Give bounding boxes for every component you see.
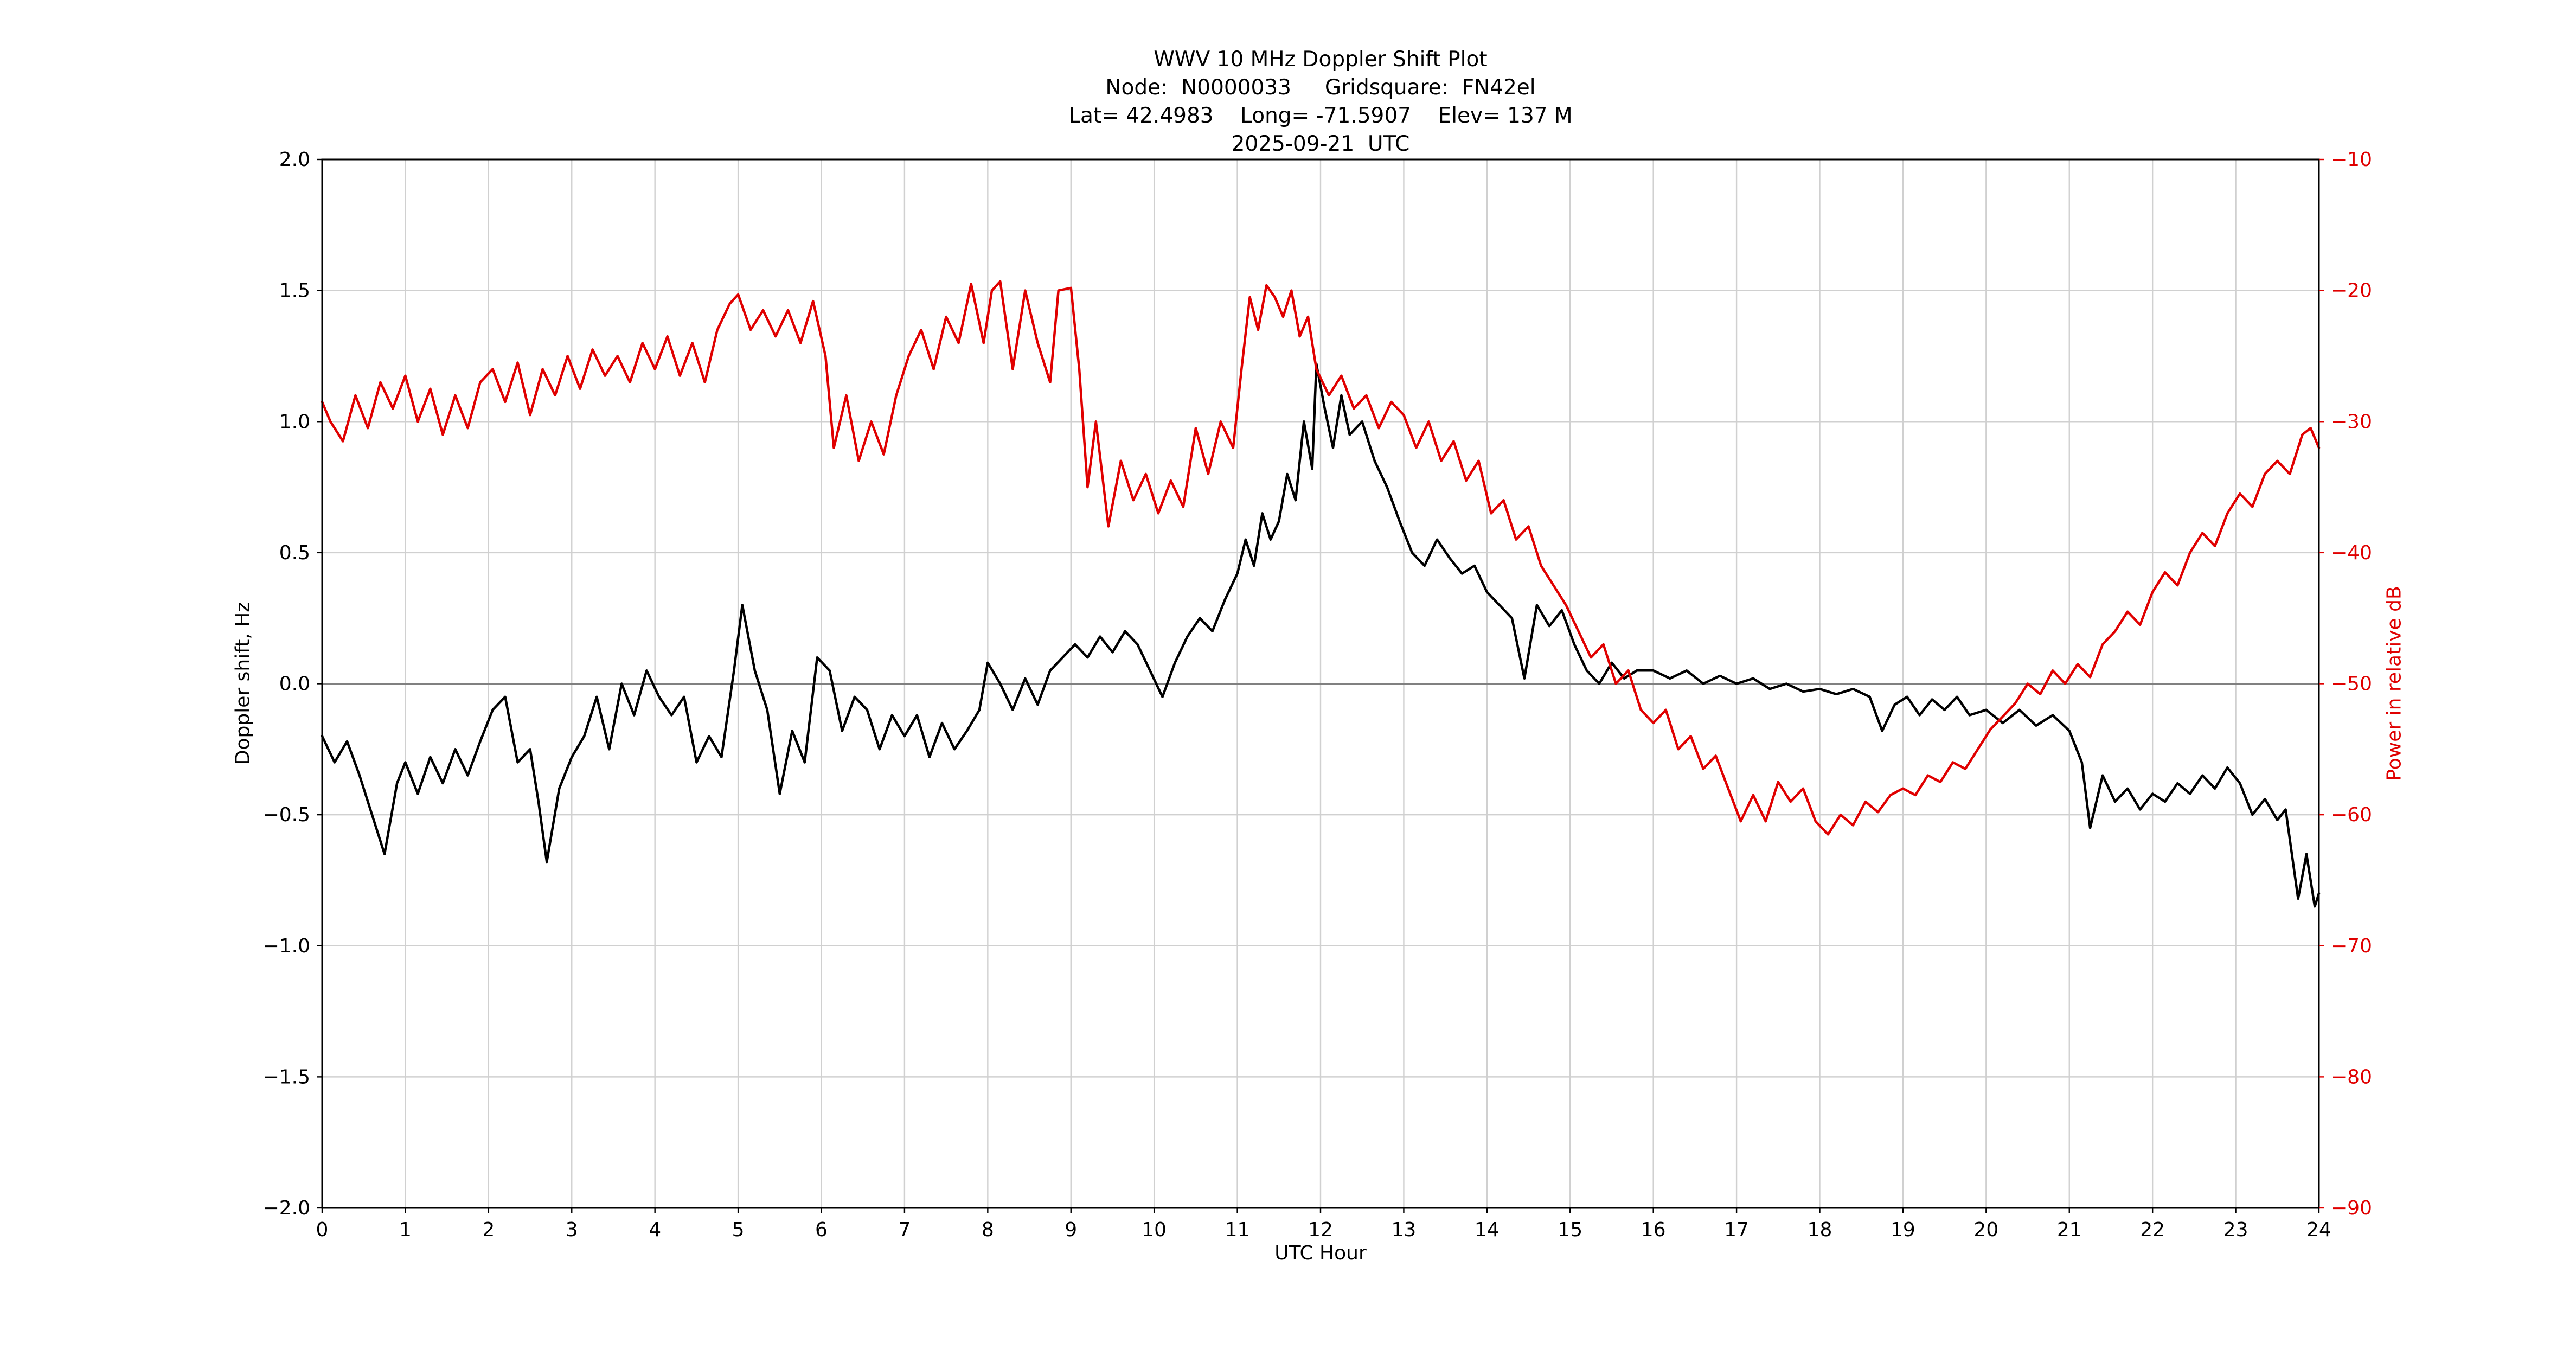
left-tick-label: −1.5 [263,1066,310,1088]
left-tick-label: −2.0 [263,1197,310,1219]
left-tick-label: 0.0 [279,673,310,695]
x-tick-label: 6 [815,1219,828,1241]
x-tick-label: 21 [2057,1219,2082,1241]
x-tick-label: 22 [2140,1219,2165,1241]
x-tick-label: 18 [1808,1219,1832,1241]
plot-title-line-3: Lat= 42.4983 Long= -71.5907 Elev= 137 M [1068,104,1573,128]
left-tick-label: 0.5 [279,542,310,564]
right-tick-label: −80 [2331,1066,2372,1088]
x-tick-label: 9 [1065,1219,1077,1241]
x-tick-label: 19 [1891,1219,1915,1241]
right-tick-label: −30 [2331,411,2372,433]
x-tick-label: 23 [2223,1219,2248,1241]
x-tick-label: 10 [1142,1219,1167,1241]
x-tick-label: 24 [2306,1219,2331,1241]
x-axis-label: UTC Hour [1274,1242,1367,1264]
x-tick-label: 15 [1558,1219,1582,1241]
x-tick-label: 20 [1973,1219,1998,1241]
left-tick-label: −0.5 [263,804,310,826]
left-tick-label: 2.0 [279,149,310,171]
x-tick-label: 2 [482,1219,495,1241]
x-tick-label: 7 [898,1219,911,1241]
x-tick-label: 8 [982,1219,994,1241]
right-tick-label: −40 [2331,542,2372,564]
x-tick-label: 5 [732,1219,745,1241]
series-doppler_shift_hz [321,362,2321,908]
right-tick-label: −20 [2331,280,2372,302]
plot-title-line-1: WWV 10 MHz Doppler Shift Plot [1154,47,1488,72]
left-tick-label: 1.0 [279,411,310,433]
left-axis-label: Doppler shift, Hz [232,602,254,765]
plot-title-block: WWV 10 MHz Doppler Shift Plot Node: N000… [322,46,2319,158]
plot-title-line-2: Node: N0000033 Gridsquare: FN42el [1105,75,1536,100]
right-axis-label: Power in relative dB [2383,586,2406,781]
plot-title-line-4: 2025-09-21 UTC [1231,132,1410,156]
x-tick-label: 11 [1225,1219,1250,1241]
left-tick-label: −1.0 [263,935,310,957]
x-tick-label: 14 [1475,1219,1500,1241]
x-tick-label: 13 [1392,1219,1417,1241]
right-tick-label: −50 [2331,673,2372,695]
x-tick-label: 1 [399,1219,412,1241]
x-tick-label: 4 [649,1219,661,1241]
x-tick-label: 0 [316,1219,329,1241]
series-power_relative_db [321,280,2321,836]
right-tick-label: −10 [2331,149,2372,171]
right-tick-label: −60 [2331,804,2372,826]
x-tick-label: 3 [566,1219,578,1241]
right-tick-label: −90 [2331,1197,2372,1219]
x-tick-label: 16 [1641,1219,1666,1241]
x-tick-label: 12 [1308,1219,1333,1241]
left-tick-label: 1.5 [279,280,310,302]
x-tick-label: 17 [1724,1219,1749,1241]
right-tick-label: −70 [2331,935,2372,957]
